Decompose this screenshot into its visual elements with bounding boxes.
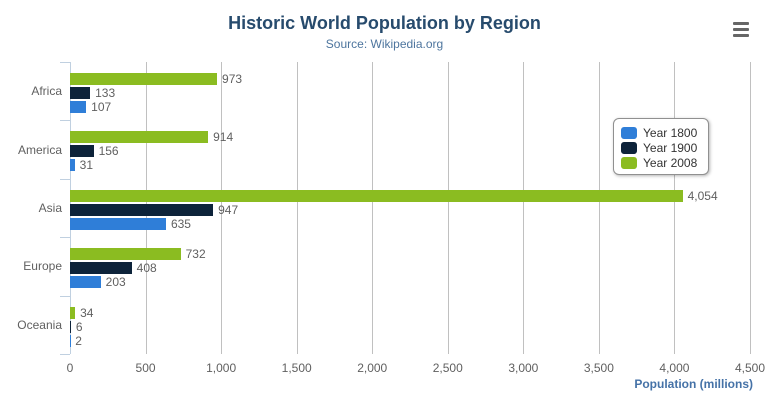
legend-swatch-year-1800 bbox=[621, 126, 637, 139]
y-axis-tick bbox=[60, 354, 70, 355]
legend-label-year-1900: Year 1900 bbox=[643, 140, 698, 155]
category-label-oceania: Oceania bbox=[17, 317, 62, 332]
data-label-year-1900-america: 156 bbox=[98, 144, 119, 159]
x-tick-label-4000: 4,000 bbox=[659, 361, 690, 375]
hamburger-icon bbox=[733, 21, 749, 37]
data-label-year-1800-asia: 635 bbox=[170, 216, 191, 231]
y-axis-tick bbox=[60, 62, 70, 63]
data-label-year-1900-europe: 408 bbox=[136, 261, 157, 276]
bar-year-2008-oceania[interactable] bbox=[70, 306, 76, 319]
data-label-year-1800-africa: 107 bbox=[91, 100, 112, 114]
legend-item-year-1800[interactable]: Year 1800 bbox=[614, 125, 708, 140]
data-label-year-2008-asia: 4,054 bbox=[687, 188, 718, 203]
category-label-asia: Asia bbox=[38, 200, 62, 215]
x-tick-label-500: 500 bbox=[135, 361, 156, 375]
data-label-year-2008-africa: 973 bbox=[222, 72, 243, 86]
x-tick-label-2500: 2,500 bbox=[432, 361, 463, 375]
gridline-4000 bbox=[674, 62, 676, 354]
bar-year-1800-america[interactable] bbox=[70, 159, 75, 172]
data-label-year-2008-america: 914 bbox=[213, 130, 234, 145]
legend-item-year-1900[interactable]: Year 1900 bbox=[614, 140, 708, 155]
gridline-2000 bbox=[372, 62, 374, 354]
bar-year-1900-america[interactable] bbox=[70, 145, 94, 158]
x-tick-label-3500: 3,500 bbox=[583, 361, 614, 375]
category-label-africa: Africa bbox=[31, 84, 62, 99]
bar-year-1800-europe[interactable] bbox=[70, 276, 101, 289]
bar-year-1800-africa[interactable] bbox=[70, 101, 87, 113]
legend-label-year-2008: Year 2008 bbox=[643, 155, 698, 170]
x-tick-label-0: 0 bbox=[66, 361, 74, 375]
category-label-europe: Europe bbox=[23, 259, 62, 274]
gridline-3000 bbox=[523, 62, 525, 354]
x-tick-label-3000: 3,000 bbox=[508, 361, 539, 375]
data-label-year-1900-oceania: 6 bbox=[75, 319, 83, 334]
category-label-america: America bbox=[17, 142, 62, 157]
x-tick-label-1000: 1,000 bbox=[206, 361, 237, 375]
bar-year-2008-europe[interactable] bbox=[70, 248, 181, 261]
chart-subtitle: Source: Wikipedia.org bbox=[325, 37, 444, 51]
bar-year-2008-asia[interactable] bbox=[70, 189, 683, 202]
gridline-4500 bbox=[750, 62, 751, 354]
y-axis-tick bbox=[60, 295, 70, 297]
bar-year-1800-asia[interactable] bbox=[70, 217, 166, 230]
legend-item-year-2008[interactable]: Year 2008 bbox=[614, 155, 708, 170]
gridline-3500 bbox=[598, 62, 600, 354]
bar-year-1900-asia[interactable] bbox=[70, 203, 214, 216]
data-label-year-1800-europe: 203 bbox=[105, 275, 126, 290]
x-tick-label-4500: 4,500 bbox=[734, 361, 766, 375]
gridline-2500 bbox=[447, 62, 449, 354]
legend-swatch-year-1900 bbox=[621, 141, 637, 154]
data-label-year-1900-africa: 133 bbox=[95, 86, 116, 100]
x-tick-label-1500: 1,500 bbox=[281, 361, 312, 375]
y-axis-tick bbox=[60, 237, 70, 239]
legend: Year 1800 Year 1900 Year 2008 bbox=[613, 118, 709, 175]
x-axis-title: Population (millions) bbox=[634, 377, 753, 391]
data-label-year-1900-asia: 947 bbox=[218, 202, 239, 217]
bar-year-1900-oceania[interactable] bbox=[70, 320, 71, 333]
chart-title: Historic World Population by Region bbox=[228, 13, 541, 33]
y-axis-tick bbox=[60, 178, 70, 180]
gridline-1000 bbox=[221, 62, 223, 354]
data-label-year-1800-oceania: 2 bbox=[75, 333, 82, 348]
bar-year-2008-africa[interactable] bbox=[70, 73, 218, 85]
export-menu-button[interactable] bbox=[728, 17, 754, 41]
gridline-1500 bbox=[296, 62, 298, 354]
legend-swatch-year-2008 bbox=[621, 156, 637, 169]
x-tick-label-2000: 2,000 bbox=[357, 361, 388, 375]
data-label-year-2008-oceania: 34 bbox=[80, 305, 94, 320]
bar-year-1900-africa[interactable] bbox=[70, 87, 91, 99]
bar-year-1900-europe[interactable] bbox=[70, 262, 132, 275]
data-label-year-1800-america: 31 bbox=[79, 158, 94, 173]
y-axis-tick bbox=[60, 120, 70, 122]
data-label-year-2008-europe: 732 bbox=[185, 247, 206, 262]
bar-year-2008-america[interactable] bbox=[70, 131, 209, 144]
legend-label-year-1800: Year 1800 bbox=[643, 125, 698, 140]
